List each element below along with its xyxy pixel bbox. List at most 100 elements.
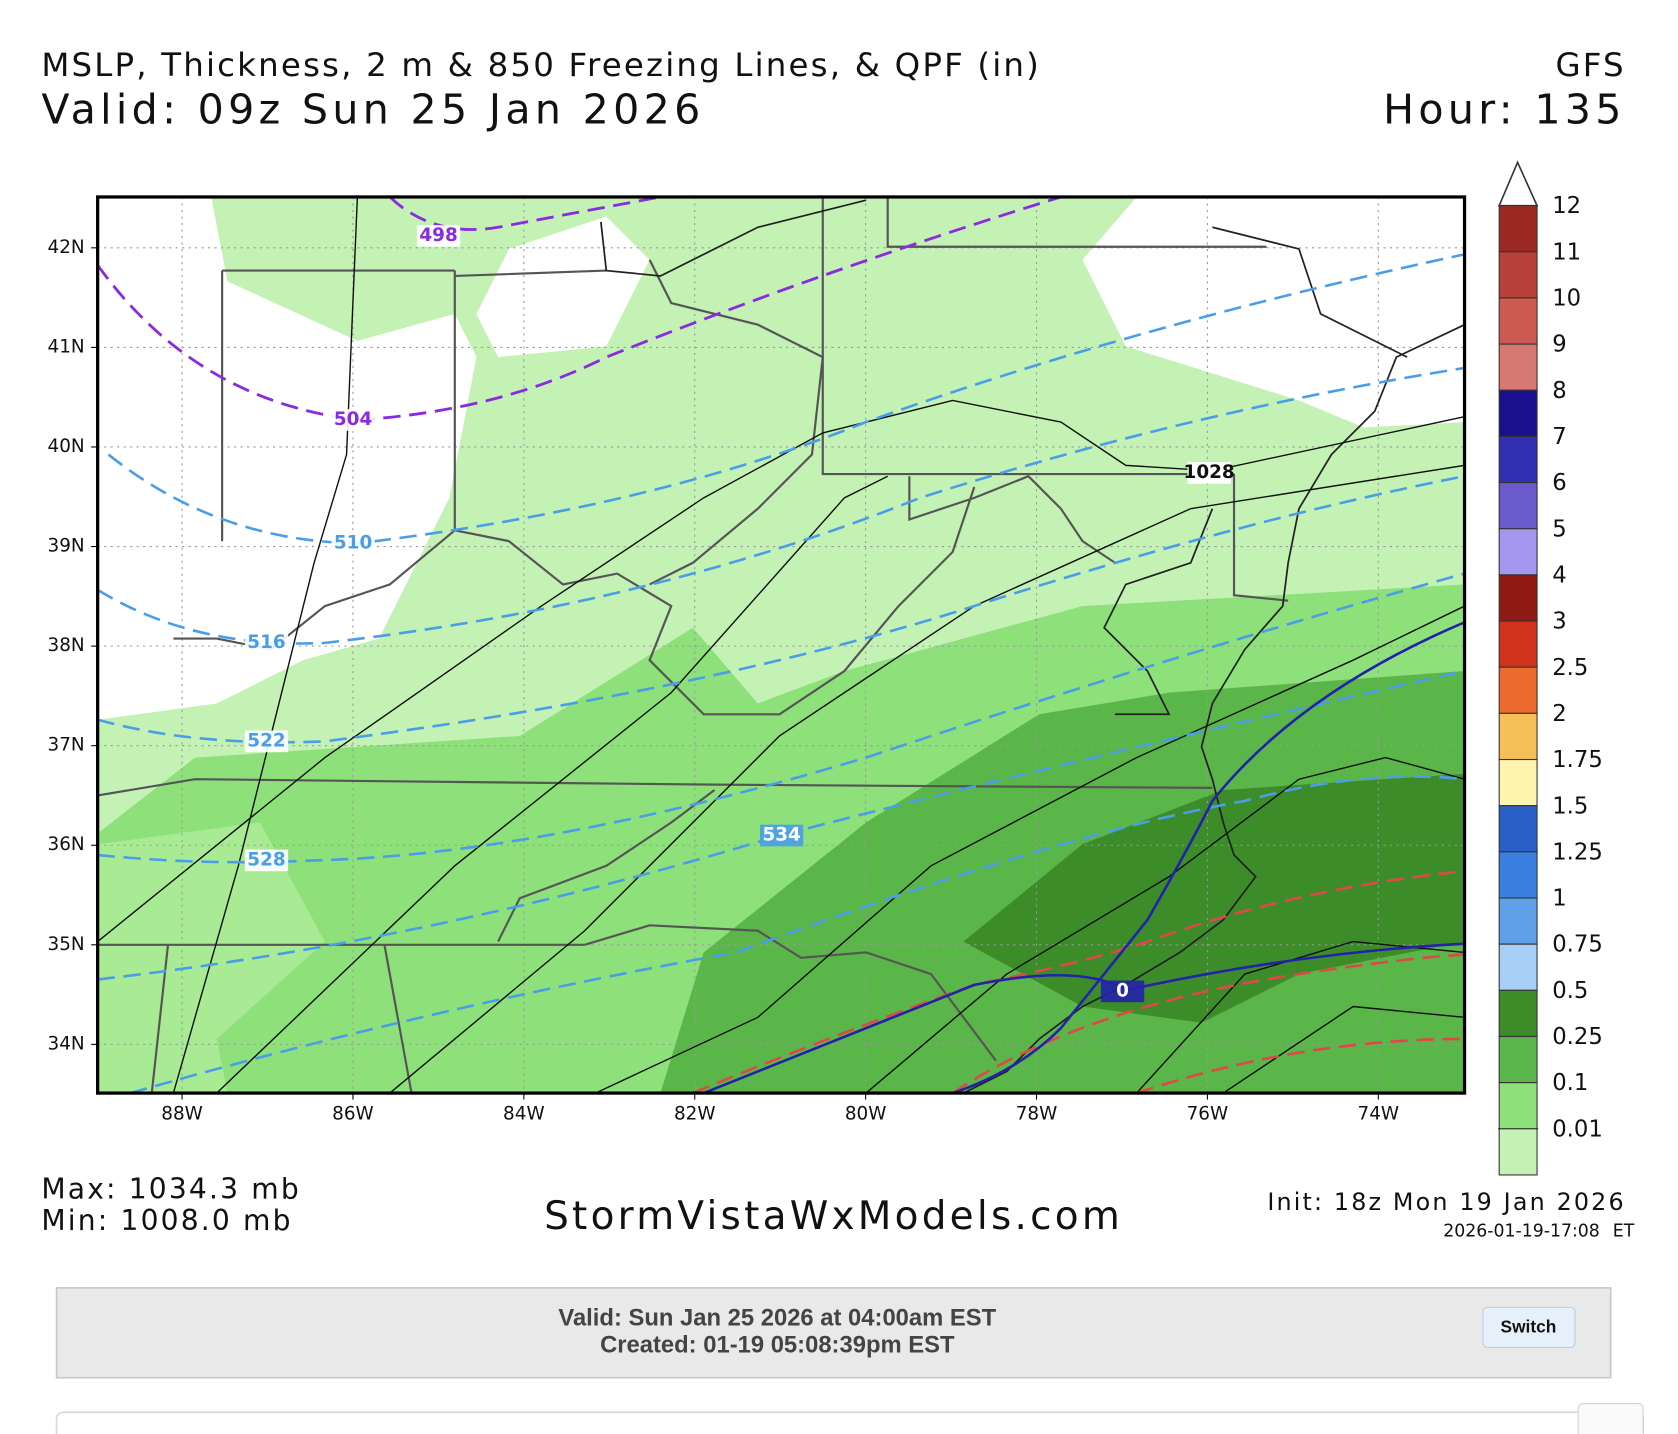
colorbar-label: 0.1: [1552, 1070, 1588, 1096]
lon-label: 82W: [674, 1104, 716, 1125]
map-area: [97, 196, 1465, 1094]
colorbar-swatch: [1498, 1082, 1538, 1130]
colorbar-label: 2: [1552, 701, 1566, 727]
lon-label: 74W: [1358, 1104, 1400, 1125]
contour-label: 534: [762, 825, 800, 846]
min-pressure: Min: 1008.0 mb: [41, 1204, 292, 1237]
colorbar-swatch: [1498, 620, 1538, 668]
colorbar-swatch: [1498, 482, 1538, 530]
map-frame: [96, 195, 1467, 1095]
contour-label: 522: [247, 730, 285, 751]
timezone: ET: [1613, 1222, 1635, 1242]
lon-label: 76W: [1187, 1104, 1229, 1125]
max-pressure: Max: 1034.3 mb: [41, 1172, 300, 1205]
lon-label: 78W: [1016, 1104, 1058, 1125]
colorbar-label: 3: [1552, 609, 1566, 635]
colorbar-label: 11: [1552, 239, 1581, 265]
colorbar-swatch: [1498, 574, 1538, 622]
contour-label: 0: [1116, 980, 1129, 1001]
colorbar-label: 1: [1552, 886, 1566, 912]
lat-label: 39N: [48, 536, 85, 557]
colorbar-label: 1.75: [1552, 747, 1603, 773]
lon-label: 80W: [845, 1104, 887, 1125]
contour-label-bg: [331, 409, 375, 431]
map-title: MSLP, Thickness, 2 m & 850 Freezing Line…: [41, 46, 1041, 84]
lat-label: 40N: [48, 436, 85, 457]
colorbar-swatch: [1498, 435, 1538, 484]
colorbar-label: 0.5: [1552, 978, 1588, 1004]
colorbar-label: 10: [1552, 286, 1581, 312]
lat-label: 38N: [48, 635, 85, 656]
info-panel: [55, 1287, 1612, 1379]
forecast-hour: Hour: 135: [1383, 86, 1626, 134]
colorbar-label: 6: [1552, 470, 1566, 496]
colorbar-label: 7: [1552, 424, 1566, 450]
site-name: StormVistaWxModels.com: [544, 1194, 1123, 1239]
contour-label: 504: [334, 409, 372, 430]
colorbar-swatch: [1498, 389, 1538, 437]
contour-label: 528: [247, 849, 285, 870]
info-created: Created: 01-19 05:08:39pm EST: [600, 1332, 955, 1359]
colorbar-swatch: [1498, 943, 1538, 991]
lat-label: 36N: [48, 834, 85, 855]
lon-label: 86W: [332, 1104, 374, 1125]
scroll-handle[interactable]: [1577, 1403, 1644, 1434]
contour-label-bg: [244, 632, 289, 654]
qpf-0.5: [963, 773, 1465, 1023]
valid-time: Valid: 09z Sun 25 Jan 2026: [41, 86, 704, 134]
colorbar-swatch: [1498, 897, 1538, 945]
colorbar-swatch: [1498, 528, 1538, 576]
init-time: Init: 18z Mon 19 Jan 2026: [1267, 1188, 1625, 1216]
colorbar-label: 1.5: [1552, 793, 1588, 819]
colorbar-swatch: [1498, 251, 1538, 299]
colorbar-top: [1497, 160, 1539, 207]
switch-button[interactable]: Switch: [1482, 1306, 1576, 1348]
contour-label-bg: [759, 824, 804, 847]
colorbar-label: 9: [1552, 332, 1566, 358]
colorbar-swatch: [1498, 666, 1538, 714]
colorbar-label: 12: [1552, 193, 1581, 219]
model-name: GFS: [1555, 46, 1625, 84]
contour-label: 1028: [1184, 462, 1235, 483]
contour-label-bg: [244, 849, 289, 872]
colorbar-label: 8: [1552, 378, 1566, 404]
colorbar-swatch: [1498, 851, 1538, 899]
colorbar-label: 1.25: [1552, 839, 1603, 865]
lat-label: 41N: [48, 336, 85, 357]
contour-label: 498: [419, 225, 457, 246]
no-precip: [1082, 196, 1465, 428]
contour-label: 510: [334, 532, 372, 553]
colorbar-swatch: [1498, 712, 1538, 761]
button-body[interactable]: [1482, 1306, 1576, 1348]
qpf-light: [97, 822, 325, 1094]
colorbar-swatch: [1498, 343, 1538, 391]
contour-label-bg: [1100, 980, 1145, 1003]
content-panel: [55, 1411, 1644, 1434]
info-valid: Valid: Sun Jan 25 2026 at 04:00am EST: [558, 1305, 996, 1332]
colorbar-swatch: [1498, 805, 1538, 853]
lon-label: 88W: [161, 1104, 203, 1125]
lat-label: 42N: [48, 237, 85, 258]
contour-label-bg: [244, 730, 289, 753]
colorbar-label: 2.5: [1552, 655, 1588, 681]
colorbar-label: 4: [1552, 562, 1566, 588]
colorbar-swatch: [1498, 297, 1538, 345]
lat-label: 34N: [48, 1033, 85, 1054]
colorbar-swatch: [1498, 1035, 1538, 1084]
colorbar-swatch: [1498, 758, 1538, 807]
colorbar-swatch: [1498, 205, 1538, 253]
colorbar-label: 5: [1552, 516, 1566, 542]
contour-label-bg: [331, 532, 375, 555]
lat-label: 37N: [48, 735, 85, 756]
no-precip: [97, 196, 477, 720]
lat-label: 35N: [48, 934, 85, 955]
button-label[interactable]: Switch: [1501, 1317, 1557, 1337]
contour-label: 516: [247, 632, 285, 653]
colorbar-label: 0.01: [1552, 1116, 1603, 1142]
contour-label-bg: [416, 225, 461, 247]
colorbar-label: 0.75: [1552, 932, 1603, 958]
contour-label-bg: [1187, 462, 1231, 484]
no-precip: [476, 216, 650, 358]
